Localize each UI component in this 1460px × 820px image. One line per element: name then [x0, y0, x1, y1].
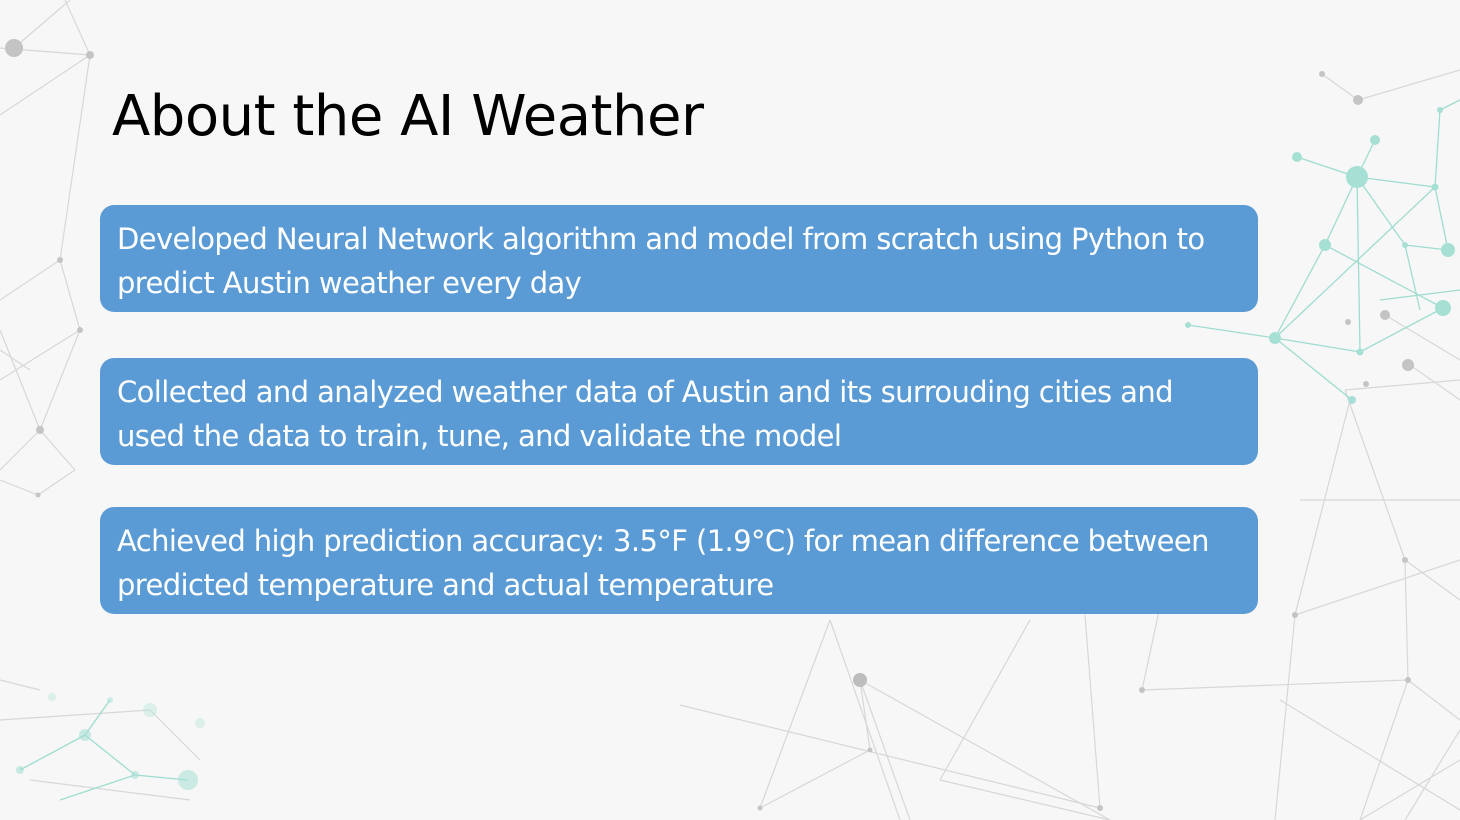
- bullet-box-weather-data: Collected and analyzed weather data of A…: [100, 358, 1258, 465]
- slide-title: About the AI Weather: [112, 84, 704, 149]
- bullet-box-neural-network: Developed Neural Network algorithm and m…: [100, 205, 1258, 312]
- bullet-box-accuracy: Achieved high prediction accuracy: 3.5°F…: [100, 507, 1258, 614]
